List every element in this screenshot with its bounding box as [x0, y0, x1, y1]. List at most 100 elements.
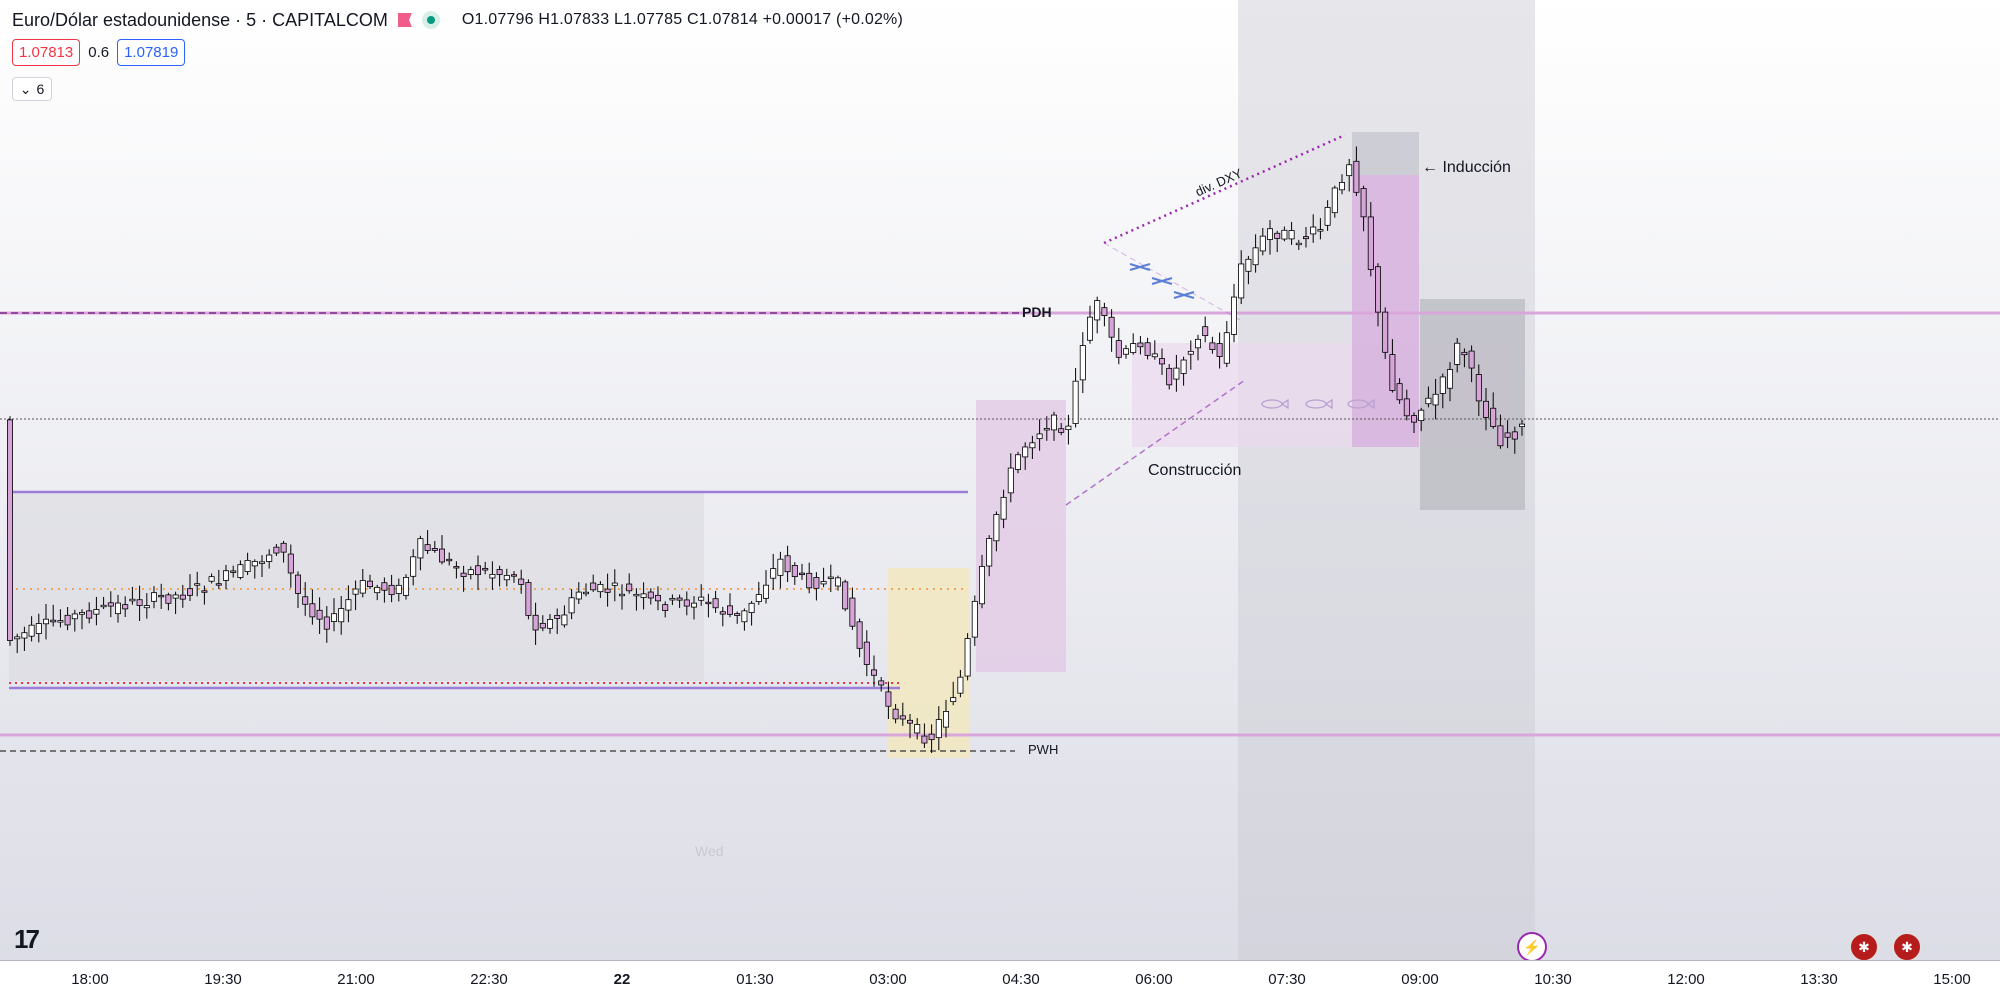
us-flag-icon[interactable]: ✱ — [1849, 932, 1879, 962]
dna-icons — [1129, 263, 1195, 299]
indicators-count: 6 — [36, 81, 45, 97]
candle-body — [266, 554, 273, 562]
candle-body — [813, 577, 820, 589]
candle-body — [417, 538, 424, 559]
candle-body — [1130, 343, 1137, 353]
candle-body — [503, 575, 510, 581]
candle-body — [1087, 316, 1094, 341]
pwh-label[interactable]: PWH — [1028, 742, 1059, 757]
tradingview-logo-icon[interactable]: 17 — [14, 924, 40, 954]
market-status-icon[interactable] — [421, 11, 440, 29]
candle-body — [907, 719, 914, 724]
candle-body — [1432, 393, 1439, 406]
candle-body — [237, 564, 244, 578]
time-axis-tick: 15:00 — [1933, 971, 1971, 988]
candle-body — [1195, 338, 1202, 349]
induccion-label[interactable]: ← Inducción — [1422, 159, 1511, 176]
time-axis-tick: 21:00 — [337, 971, 375, 988]
candle-body — [712, 598, 719, 609]
candle-body — [482, 567, 489, 571]
candle-body — [431, 548, 438, 551]
candle-body — [1108, 316, 1115, 338]
trade-buttons: 1.07813 0.6 1.07819 — [12, 39, 186, 66]
candle-body — [7, 419, 13, 641]
candle-body — [1072, 380, 1079, 424]
candle-body — [1007, 467, 1014, 494]
candle-body — [338, 608, 345, 623]
time-axis-tick: 07:30 — [1268, 971, 1306, 988]
candle-body — [986, 538, 993, 567]
candle-body — [971, 600, 978, 638]
time-axis-tick: 10:30 — [1534, 971, 1572, 988]
candle-body — [662, 604, 669, 611]
candle-body — [201, 590, 208, 593]
time-axis-tick: 22:30 — [470, 971, 508, 988]
candle-body — [856, 621, 863, 649]
candle-body — [381, 582, 388, 591]
chevron-down-icon: ⌄ — [19, 80, 32, 97]
candle-body — [1389, 354, 1396, 391]
candle-body — [150, 592, 157, 602]
candle-body — [14, 636, 21, 640]
time-axis-tick: 03:00 — [869, 971, 907, 988]
candle-body — [474, 565, 481, 576]
candle-body — [1295, 242, 1302, 246]
us-flag-icon[interactable]: ✱ — [1892, 932, 1922, 962]
pdh-label[interactable]: PDH — [1022, 304, 1052, 320]
candle-body — [1439, 376, 1446, 394]
candle-body — [1490, 407, 1497, 427]
candle-body — [359, 580, 366, 594]
fvg-box-yellow — [888, 568, 970, 758]
candle-body — [727, 605, 734, 615]
candle-body — [330, 613, 337, 622]
candle-body — [799, 572, 806, 576]
candle-body — [525, 582, 532, 616]
candle-body — [215, 583, 222, 586]
time-axis-tick: 09:00 — [1401, 971, 1439, 988]
candle-body — [928, 733, 935, 741]
price-chart[interactable] — [0, 0, 2000, 960]
candle-body — [1101, 307, 1108, 317]
candle-body — [1065, 425, 1072, 431]
spread-value: 0.6 — [88, 44, 110, 61]
candle-body — [590, 582, 597, 591]
candle-body — [1267, 228, 1274, 240]
candle-body — [366, 580, 373, 588]
sell-price-button[interactable]: 1.07813 — [12, 39, 81, 66]
candle-body — [554, 614, 561, 619]
candle-body — [1015, 454, 1022, 470]
candle-body — [1238, 263, 1245, 299]
time-axis[interactable]: 18:00 19:30 21:00 22:30 22 01:30 03:00 04:30 06:… — [0, 960, 2000, 997]
time-axis-tick: 12:00 — [1667, 971, 1705, 988]
candle-body — [1303, 236, 1310, 240]
candle-body — [172, 594, 179, 599]
candle-body — [100, 604, 107, 608]
candle-body — [1360, 188, 1367, 218]
symbol-title[interactable]: Euro/Dólar estadounidense · 5 · CAPITALC… — [12, 9, 388, 30]
candle-body — [626, 583, 633, 592]
candle-body — [1461, 351, 1468, 356]
flag-icon[interactable] — [397, 13, 412, 27]
candle-body — [676, 597, 683, 601]
candle-body — [1094, 300, 1101, 321]
candle-body — [460, 572, 467, 577]
candle-body — [935, 719, 942, 739]
time-axis-tick: 22 — [613, 971, 631, 988]
candle-body — [950, 697, 957, 703]
candle-body — [1511, 431, 1518, 440]
candle-body — [1223, 332, 1230, 364]
candle-body — [1367, 216, 1374, 270]
symbol-header: Euro/Dólar estadounidense · 5 · CAPITALC… — [12, 6, 903, 34]
candle-body — [547, 619, 554, 629]
buy-price-button[interactable]: 1.07819 — [117, 39, 186, 66]
lightning-bolt-icon[interactable]: ⚡ — [1517, 932, 1547, 962]
candle-body — [1310, 226, 1317, 235]
indicators-toggle-button[interactable]: ⌄ 6 — [12, 77, 52, 101]
candle-body — [899, 715, 906, 720]
div-dxy-line — [1103, 133, 1346, 245]
candle-body — [1281, 229, 1288, 240]
candle-body — [143, 605, 150, 609]
construccion-label[interactable]: Construcción — [1148, 462, 1242, 479]
candle-body — [222, 570, 229, 581]
candle-body — [1252, 247, 1259, 266]
